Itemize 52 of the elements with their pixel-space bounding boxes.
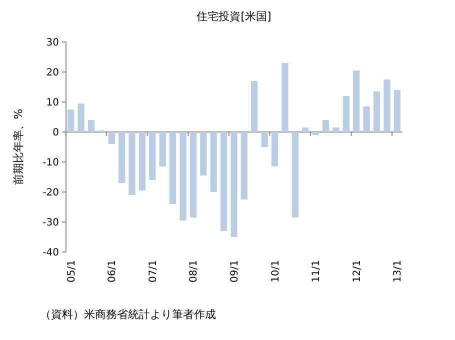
y-tick-label: 20	[46, 68, 59, 78]
y-tick-label: -40	[42, 248, 59, 258]
x-tick-label: 07/1	[148, 260, 159, 282]
bar	[128, 132, 136, 195]
bar	[220, 132, 228, 231]
bar	[373, 92, 380, 132]
bar	[292, 132, 298, 218]
x-tick-label: 13/1	[392, 260, 404, 282]
x-tick-label: 08/1	[188, 260, 200, 282]
bar	[384, 80, 390, 132]
bar	[240, 132, 248, 200]
x-tick-label: 12/1	[352, 260, 363, 282]
y-tick-label: -30	[42, 218, 59, 228]
bar	[342, 96, 350, 132]
bar	[88, 120, 95, 132]
bar	[332, 128, 340, 132]
bar	[363, 106, 370, 132]
bar	[312, 132, 319, 135]
bar	[210, 132, 217, 192]
y-tick-label: 0	[52, 128, 59, 138]
bar	[159, 132, 166, 166]
bar	[118, 132, 126, 183]
chart-title: 住宅投資[米国]	[196, 10, 272, 23]
bar	[271, 132, 278, 166]
bar	[78, 104, 84, 132]
x-tick-label: 10/1	[270, 260, 282, 282]
y-tick-label: -10	[42, 158, 59, 168]
bar	[149, 132, 156, 180]
x-tick-label: 09/1	[230, 260, 240, 282]
x-tick-label: 05/1	[66, 260, 78, 282]
bar	[138, 132, 146, 190]
bar	[322, 120, 330, 132]
bar	[261, 132, 268, 147]
bar	[200, 132, 207, 176]
y-axis-title: 前期比年率、%	[12, 108, 25, 186]
text: （資料）米商務省統計より筆者作成	[40, 308, 216, 321]
bar	[190, 132, 197, 218]
bar	[170, 132, 176, 204]
bar	[108, 132, 115, 144]
y-tick-label: 10	[46, 98, 59, 108]
bar	[353, 70, 360, 132]
x-tick-label: 11/1	[311, 260, 322, 282]
x-tick-label: 06/1	[107, 260, 118, 282]
bar	[180, 132, 186, 220]
bar	[282, 63, 288, 132]
y-tick-label: 30	[46, 38, 59, 48]
y-tick-label: -20	[42, 188, 59, 198]
bar	[394, 90, 400, 132]
bar	[68, 110, 74, 132]
bar	[230, 132, 238, 237]
bar	[302, 128, 309, 132]
bar	[251, 81, 258, 132]
